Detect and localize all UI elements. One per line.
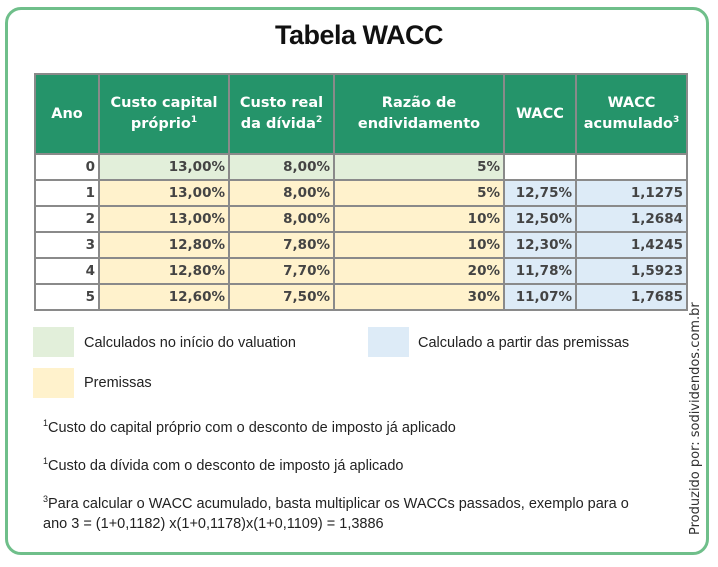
cell-wacc: 12,75%	[503, 179, 577, 207]
wacc-table: Ano Custo capital próprio1 Custo real da d…	[34, 73, 688, 311]
cell-wacc: 12,30%	[503, 231, 577, 259]
header-wacc: WACC	[503, 73, 577, 155]
cell-ano: 1	[34, 179, 100, 207]
header-wacc-acumulado: WACC acumulado3	[575, 73, 688, 155]
cell-custo-divida: 8,00%	[228, 153, 335, 181]
header-custo-capital: Custo capital próprio1	[98, 73, 230, 155]
cell-wacc-acumulado: 1,2684	[575, 205, 688, 233]
table-row: 3 12,80% 7,80% 10% 12,30% 1,4245	[34, 231, 688, 259]
cell-custo-capital: 13,00%	[98, 153, 230, 181]
legend-label-blue: Calculado a partir das premissas	[418, 335, 630, 351]
cell-custo-capital: 13,00%	[98, 205, 230, 233]
cell-wacc-acumulado: 1,1275	[575, 179, 688, 207]
credit-text: Produzido por: sodividendos.com.br	[688, 302, 703, 535]
cell-custo-divida: 7,80%	[228, 231, 335, 259]
cell-custo-divida: 7,50%	[228, 283, 335, 311]
page-title: Tabela WACC	[274, 20, 444, 50]
legend-label-yellow: Premissas	[84, 375, 152, 391]
cell-ano: 2	[34, 205, 100, 233]
table-row: 4 12,80% 7,70% 20% 11,78% 1,5923	[34, 257, 688, 285]
cell-wacc	[503, 153, 577, 181]
cell-ano: 5	[34, 283, 100, 311]
cell-custo-divida: 8,00%	[228, 179, 335, 207]
footnote-2: 1Custo da dívida com o desconto de impos…	[43, 456, 404, 475]
cell-razao: 5%	[333, 179, 505, 207]
footnote-3: 3Para calcular o WACC acumulado, basta m…	[43, 494, 629, 533]
cell-wacc-acumulado: 1,4245	[575, 231, 688, 259]
cell-razao: 30%	[333, 283, 505, 311]
table-row: 2 13,00% 8,00% 10% 12,50% 1,2684	[34, 205, 688, 233]
cell-custo-divida: 7,70%	[228, 257, 335, 285]
cell-razao: 10%	[333, 231, 505, 259]
cell-custo-capital: 12,80%	[98, 231, 230, 259]
cell-wacc-acumulado: 1,5923	[575, 257, 688, 285]
header-razao: Razão de endividamento	[333, 73, 505, 155]
cell-custo-capital: 12,80%	[98, 257, 230, 285]
table-row: 1 13,00% 8,00% 5% 12,75% 1,1275	[34, 179, 688, 207]
cell-wacc-acumulado	[575, 153, 688, 181]
cell-custo-capital: 13,00%	[98, 179, 230, 207]
header-ano: Ano	[34, 73, 100, 155]
cell-ano: 4	[34, 257, 100, 285]
cell-ano: 0	[34, 153, 100, 181]
cell-custo-divida: 8,00%	[228, 205, 335, 233]
footnote-1: 1Custo do capital próprio com o desconto…	[43, 418, 456, 437]
table-row: 5 12,60% 7,50% 30% 11,07% 1,7685	[34, 283, 688, 311]
table-header-row: Ano Custo capital próprio1 Custo real da d…	[34, 73, 688, 155]
cell-wacc: 11,07%	[503, 283, 577, 311]
cell-wacc-acumulado: 1,7685	[575, 283, 688, 311]
cell-ano: 3	[34, 231, 100, 259]
cell-razao: 20%	[333, 257, 505, 285]
cell-wacc: 12,50%	[503, 205, 577, 233]
cell-razao: 10%	[333, 205, 505, 233]
header-custo-divida: Custo real da dívida2	[228, 73, 335, 155]
cell-custo-capital: 12,60%	[98, 283, 230, 311]
cell-razao: 5%	[333, 153, 505, 181]
legend-swatch-green	[33, 327, 74, 357]
table-row: 0 13,00% 8,00% 5%	[34, 153, 688, 181]
legend-label-green: Calculados no início do valuation	[84, 335, 296, 351]
cell-wacc: 11,78%	[503, 257, 577, 285]
legend-swatch-yellow	[33, 368, 74, 398]
legend-swatch-blue	[368, 327, 409, 357]
